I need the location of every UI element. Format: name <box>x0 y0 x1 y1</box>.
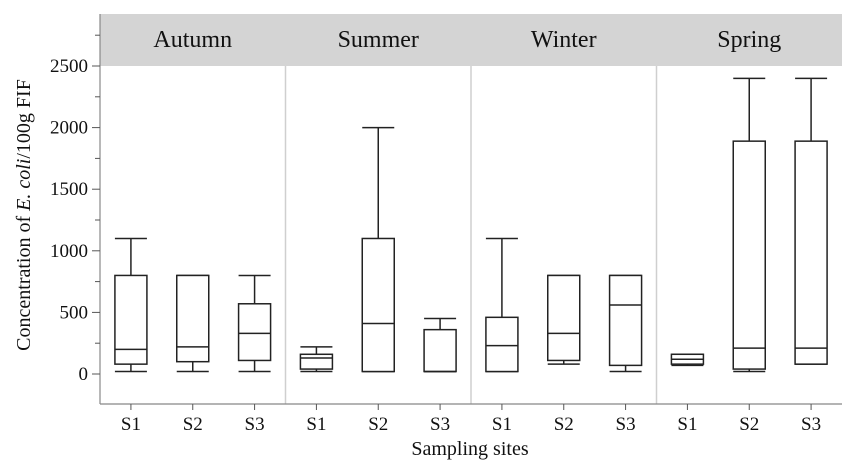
y-tick-label: 500 <box>60 302 89 323</box>
y-tick-label: 1500 <box>50 179 88 200</box>
x-tick-label: S1 <box>492 414 512 435</box>
x-tick-label: S2 <box>368 414 388 435</box>
x-tick-label: S1 <box>677 414 697 435</box>
box-autumn-s2 <box>176 274 210 373</box>
box-summer-s1 <box>299 346 334 373</box>
iqr-box <box>794 140 828 365</box>
x-tick-label: S2 <box>554 414 574 435</box>
panel-title-winter: Winter <box>531 27 597 53</box>
boxes-layer <box>114 77 828 373</box>
x-tick-label: S3 <box>245 414 265 435</box>
x-tick-label: S3 <box>801 414 821 435</box>
iqr-box <box>361 237 395 373</box>
panels-layer: Autumn Summer Winter Spring <box>100 14 842 404</box>
box-autumn-s1 <box>114 237 148 373</box>
y-axis-title-prefix: Concentration of <box>13 211 35 351</box>
iqr-box <box>114 274 148 365</box>
x-tick-label: S2 <box>183 414 203 435</box>
box-winter-s3 <box>608 274 643 373</box>
x-tick-label: S1 <box>306 414 326 435</box>
iqr-box <box>547 274 581 362</box>
iqr-box <box>485 316 519 373</box>
y-axis-title: Concentration of E. coli/100g FIF <box>13 79 35 351</box>
panel-title-spring: Spring <box>717 27 781 53</box>
box-winter-s1 <box>485 237 519 373</box>
panel-title-autumn: Autumn <box>153 27 232 53</box>
y-tick-label: 1000 <box>50 241 88 262</box>
panel-header-strip <box>100 14 842 66</box>
x-axis-title: Sampling sites <box>411 438 528 460</box>
y-axis: 0 500 1000 1500 2000 2500 <box>50 14 101 404</box>
box-winter-s2 <box>547 274 581 365</box>
x-tick-label: S3 <box>430 414 450 435</box>
iqr-box <box>237 303 272 362</box>
y-axis-title-organism: E. coli <box>13 159 35 212</box>
box-spring-s2 <box>732 77 766 373</box>
iqr-box <box>608 274 643 367</box>
x-axis: S1 S2 S3 S1 S2 S3 S1 S2 S3 S1 S2 S3 <box>100 403 842 435</box>
x-tick-label: S3 <box>616 414 636 435</box>
box-spring-s1 <box>670 353 705 367</box>
y-tick-label: 0 <box>79 364 89 385</box>
x-tick-label: S2 <box>739 414 759 435</box>
box-autumn-s3 <box>237 274 272 373</box>
y-axis-title-suffix: /100g FIF <box>13 79 35 158</box>
box-spring-s3 <box>794 77 828 365</box>
iqr-box <box>732 140 766 370</box>
panel-title-summer: Summer <box>338 27 419 53</box>
box-summer-s2 <box>361 126 395 373</box>
y-tick-label: 2000 <box>50 118 88 139</box>
box-summer-s3 <box>423 317 457 373</box>
y-tick-label: 2500 <box>50 56 88 77</box>
x-tick-label: S1 <box>121 414 141 435</box>
iqr-box <box>176 274 210 363</box>
iqr-box <box>299 353 334 370</box>
iqr-box <box>423 328 457 373</box>
